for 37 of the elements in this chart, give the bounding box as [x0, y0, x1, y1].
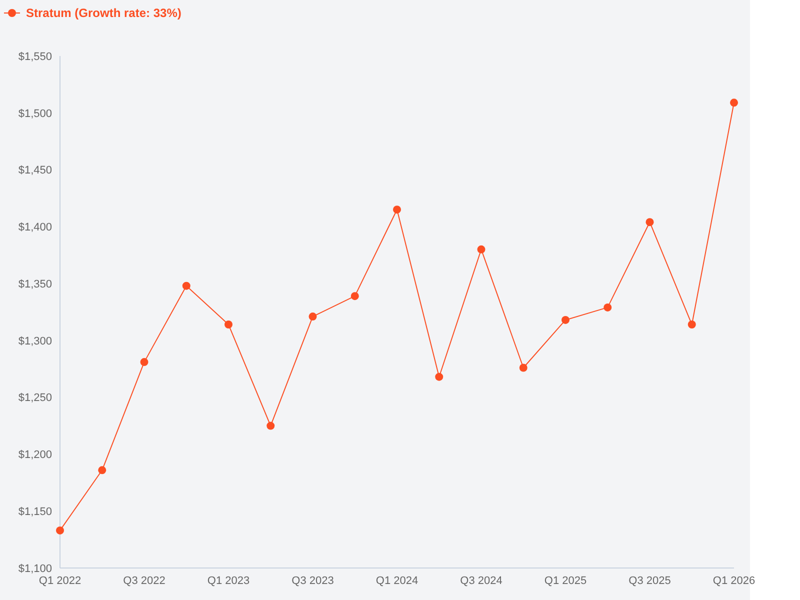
- point: [140, 358, 148, 366]
- point: [393, 206, 401, 214]
- y-tick-label: $1,550: [18, 50, 52, 63]
- point: [562, 316, 570, 324]
- x-tick-label: Q1 2026: [712, 574, 756, 587]
- y-tick-label: $1,150: [18, 506, 52, 518]
- x-tick-label: Q3 2022: [123, 574, 166, 587]
- point: [730, 98, 738, 107]
- x-tick-label: Q1 2023: [207, 574, 250, 587]
- point: [98, 466, 106, 474]
- point: [182, 282, 190, 290]
- y-tick-label: $1,300: [18, 335, 52, 348]
- point: [477, 245, 486, 254]
- x-tick-label: Q1 2025: [544, 574, 587, 587]
- point: [56, 526, 64, 534]
- point: [224, 320, 232, 329]
- point: [604, 303, 612, 312]
- point: [350, 292, 359, 300]
- x-tick-label: Q3 2024: [460, 574, 502, 587]
- point: [688, 320, 696, 329]
- y-tick-label: $1,500: [18, 108, 52, 120]
- x-tick-label: Q1 2024: [376, 574, 418, 587]
- legend-label: Stratum (Growth rate: 33%): [26, 6, 182, 20]
- point: [519, 364, 528, 372]
- point: [646, 218, 654, 226]
- y-tick-label: $1,250: [18, 392, 52, 404]
- y-tick-label: $1,100: [18, 562, 52, 575]
- y-tick-label: $1,450: [18, 164, 52, 177]
- x-tick-label: Q3 2025: [628, 574, 671, 587]
- y-tick-label: $1,200: [18, 449, 52, 462]
- point: [266, 422, 275, 430]
- x-tick-label: Q1 2022: [38, 574, 82, 587]
- point: [308, 312, 317, 321]
- x-tick-label: Q3 2023: [292, 574, 334, 587]
- y-tick-label: $1,400: [18, 222, 52, 234]
- y-tick-label: $1,350: [18, 278, 52, 290]
- point: [435, 372, 444, 381]
